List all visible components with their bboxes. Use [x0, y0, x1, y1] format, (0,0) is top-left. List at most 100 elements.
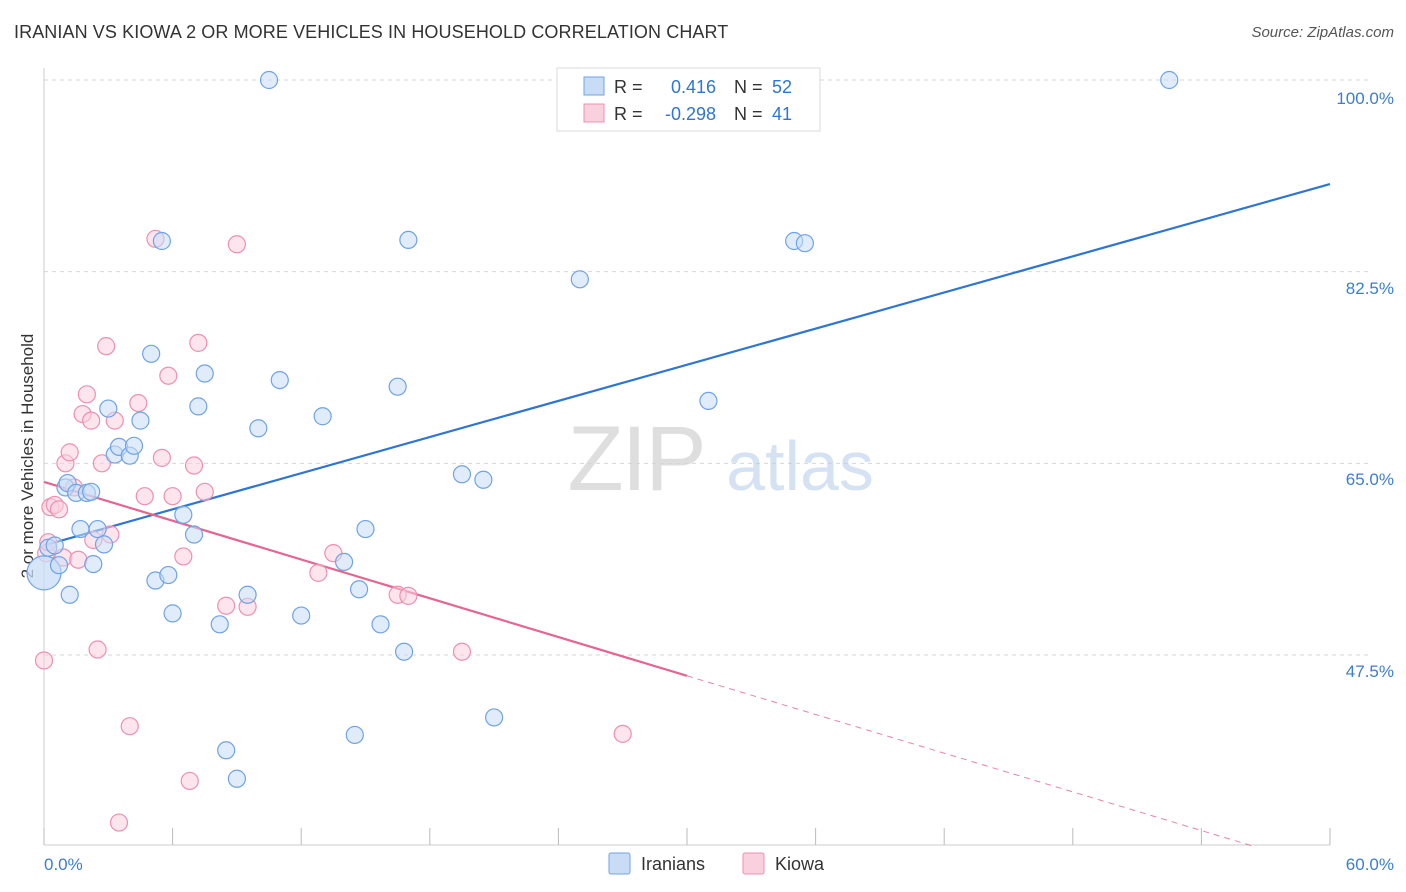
kiowa-point-26 [159, 366, 178, 385]
iranians-point-24 [163, 604, 182, 623]
iranians-point-40 [349, 580, 369, 599]
stats-legend: R = 0.416 N = 52 R = -0.298 N = 41 [556, 67, 821, 132]
iranians-point-33 [249, 419, 268, 438]
kiowa-swatch [583, 103, 605, 123]
iranians-point-28 [195, 364, 214, 383]
kiowa-trend-extension [686, 675, 1256, 848]
iranians-point-50 [699, 391, 718, 411]
kiowa-point-36 [309, 563, 328, 582]
kiowa-point-8 [60, 443, 79, 462]
watermark-atlas: atlas [726, 427, 874, 505]
kiowa-point-12 [77, 385, 96, 404]
x-axis-ticks [43, 828, 1331, 845]
trend-lines [43, 182, 1331, 848]
kiowa-point-22 [129, 393, 148, 413]
kiowa-point-23 [135, 487, 154, 506]
kiowa-point-34 [227, 235, 246, 254]
iranians-point-31 [227, 769, 246, 788]
iranians-n-label: N = [734, 77, 763, 97]
kiowa-point-0 [34, 651, 54, 670]
kiowa-point-39 [399, 586, 418, 605]
kiowa-point-17 [97, 337, 116, 356]
iranians-point-49 [570, 270, 589, 289]
legend-kiowa-label: Kiowa [775, 854, 825, 874]
series-legend: Iranians Kiowa [608, 852, 825, 875]
iranians-point-46 [452, 465, 472, 484]
iranians-point-14 [99, 399, 118, 418]
iranians-point-47 [474, 470, 493, 489]
iranians-point-29 [210, 615, 229, 634]
iranians-point-34 [259, 70, 279, 90]
iranians-point-18 [124, 436, 144, 455]
iranians-point-41 [356, 519, 375, 539]
kiowa-r-label: R = [614, 104, 643, 124]
legend-kiowa-swatch [742, 852, 765, 875]
iranians-point-10 [82, 482, 101, 501]
iranians-point-19 [131, 411, 150, 430]
legend-iranians-swatch [608, 852, 631, 875]
kiowa-point-29 [180, 771, 199, 791]
kiowa-point-31 [189, 333, 208, 352]
iranians-point-20 [142, 344, 161, 363]
source-credit: Source: ZipAtlas.com [1251, 24, 1394, 41]
kiowa-point-28 [174, 547, 193, 566]
iranians-point-8 [71, 519, 90, 539]
iranians-point-30 [217, 741, 236, 760]
kiowa-point-25 [152, 448, 171, 467]
iranians-point-44 [394, 642, 414, 661]
chart-title: IRANIAN VS KIOWA 2 OR MORE VEHICLES IN H… [14, 22, 729, 42]
iranians-point-23 [159, 565, 178, 585]
axes: 0.0% 60.0% 47.5% 65.0% 82.5% 100.0% 2 or… [18, 68, 1394, 874]
iranians-r-value: 0.416 [671, 77, 716, 97]
watermark: ZIP atlas [567, 408, 874, 510]
iranians-point-39 [345, 725, 364, 745]
iranians-point-37 [313, 407, 332, 426]
iranians-point-27 [189, 397, 208, 416]
x-tick-label-min: 0.0% [44, 855, 83, 874]
kiowa-point-33 [217, 596, 236, 615]
iranians-point-36 [292, 606, 311, 625]
watermark-zip: ZIP [567, 408, 704, 510]
y-tick-label-100: 100.0% [1336, 89, 1394, 108]
y-axis-label: 2 or more Vehicles in Household [18, 334, 37, 579]
kiowa-point-27 [163, 487, 182, 506]
iranians-point-6 [60, 585, 79, 604]
iranians-point-43 [388, 377, 407, 396]
iranians-trend-line [43, 182, 1331, 547]
kiowa-r-value: -0.298 [665, 104, 716, 124]
iranians-point-32 [238, 585, 257, 604]
kiowa-n-label: N = [734, 104, 763, 124]
kiowa-point-16 [92, 454, 111, 473]
iranians-point-52 [795, 234, 814, 253]
data-points [26, 70, 1179, 832]
iranians-point-35 [270, 370, 289, 390]
y-tick-label-47-5: 47.5% [1346, 662, 1394, 681]
iranians-point-48 [485, 708, 504, 727]
kiowa-point-40 [452, 642, 472, 661]
iranians-point-11 [84, 554, 103, 574]
iranians-point-53 [1160, 70, 1179, 90]
kiowa-point-15 [88, 640, 107, 659]
gridlines [44, 79, 1368, 656]
iranians-r-label: R = [614, 77, 643, 97]
kiowa-point-20 [109, 813, 129, 832]
iranians-point-3 [49, 556, 69, 575]
kiowa-point-30 [184, 456, 204, 475]
x-tick-label-max: 60.0% [1346, 855, 1394, 874]
iranians-point-42 [371, 615, 390, 634]
kiowa-point-5 [49, 500, 69, 519]
iranians-point-2 [45, 536, 64, 555]
kiowa-point-13 [82, 411, 101, 430]
iranians-swatch [583, 76, 605, 96]
y-tick-label-65: 65.0% [1346, 470, 1394, 489]
kiowa-point-10 [69, 550, 88, 569]
kiowa-n-value: 41 [772, 104, 792, 124]
iranians-point-45 [399, 230, 418, 250]
iranians-n-value: 52 [772, 77, 792, 97]
kiowa-trend-line [43, 480, 688, 677]
y-tick-label-82-5: 82.5% [1346, 279, 1394, 298]
iranians-point-22 [152, 231, 171, 251]
iranians-point-38 [334, 552, 354, 572]
